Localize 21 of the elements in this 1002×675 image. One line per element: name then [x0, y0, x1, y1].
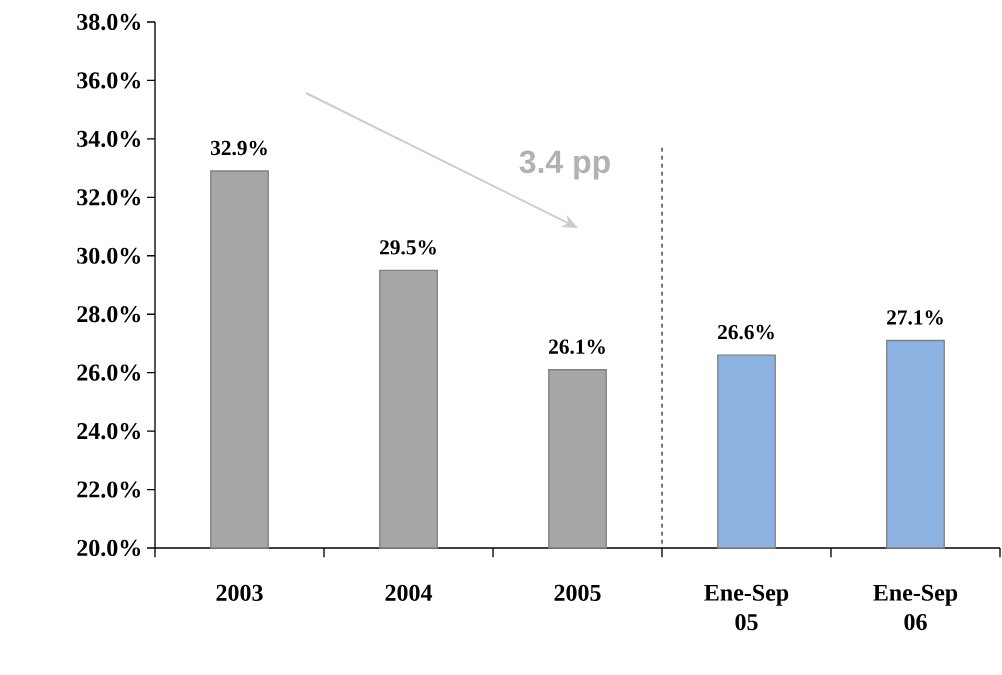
data-label: 26.1%	[549, 339, 605, 354]
y-tick-label: 36.0%	[77, 72, 141, 89]
x-tick-label: 2005	[554, 584, 601, 601]
y-tick-label: 26.0%	[77, 364, 141, 381]
y-tick-label: 20.0%	[77, 539, 141, 557]
y-tick-label: 24.0%	[77, 422, 141, 440]
y-tick-label: 30.0%	[77, 247, 141, 264]
y-tick-label: 32.0%	[77, 189, 141, 206]
data-label: 32.9%	[210, 140, 267, 156]
y-tick-label: 38.0%	[77, 13, 141, 31]
data-label: 29.5%	[380, 240, 436, 255]
x-tick-label: Ene-Sep 05	[704, 584, 789, 631]
data-label: 26.6%	[718, 324, 774, 340]
x-tick-label: Ene-Sep 06	[873, 584, 958, 631]
y-tick-label: 34.0%	[77, 130, 141, 148]
y-tick-label: 28.0%	[77, 306, 141, 323]
x-tick-label: 2004	[385, 584, 433, 601]
x-tick-label: 2003	[216, 584, 263, 601]
data-label: 27.1%	[887, 310, 943, 325]
y-tick-label: 22.0%	[77, 481, 141, 498]
annotation: 3.4 pp	[519, 150, 610, 180]
